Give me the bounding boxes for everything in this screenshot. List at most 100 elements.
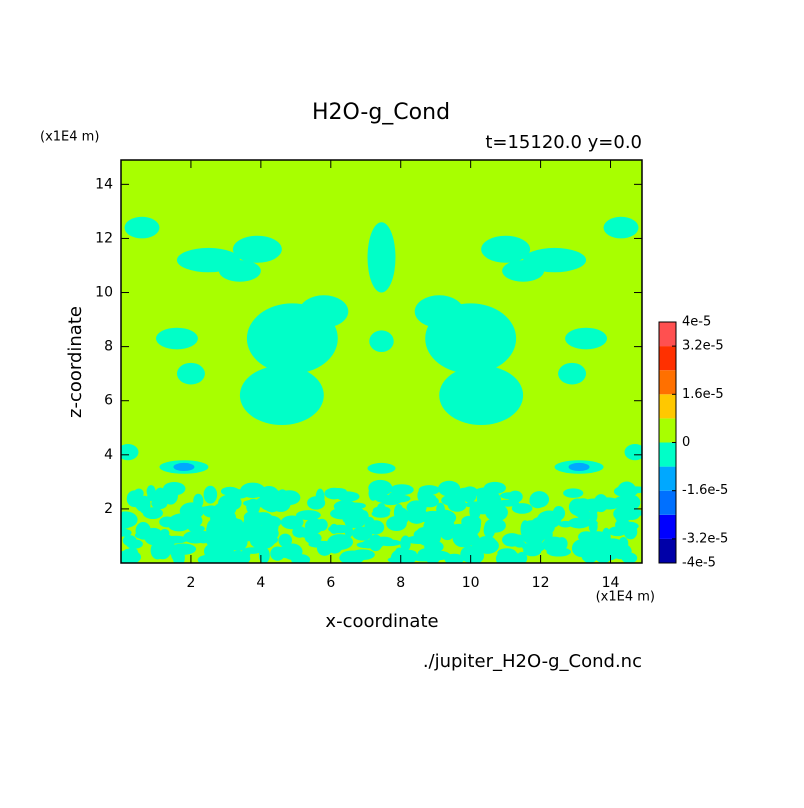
contour-region (243, 510, 263, 524)
contour-region (424, 540, 444, 553)
contour-region (397, 550, 407, 558)
contour-region (393, 503, 404, 522)
contour-region (603, 216, 639, 239)
contour-region (565, 327, 608, 350)
contour-region (155, 327, 198, 350)
contour-region (406, 506, 428, 524)
contour-region (495, 549, 520, 563)
colorbar-band (659, 346, 676, 371)
contour-region (146, 485, 156, 498)
contour-region (442, 483, 456, 496)
contour-region (121, 511, 138, 528)
contour-region (278, 533, 293, 548)
contour-region (585, 531, 611, 548)
contour-region (571, 539, 591, 558)
contour-region (542, 536, 567, 553)
contour-region (188, 525, 205, 533)
contour-region (324, 487, 344, 500)
contour-region (220, 486, 240, 496)
contour-region (240, 482, 266, 498)
x-tick-label: 6 (326, 575, 335, 591)
contour-region (465, 515, 482, 528)
contour-field (121, 160, 642, 563)
contour-region (154, 487, 167, 505)
x-unit: (x1E4 m) (596, 590, 655, 605)
contour-region (481, 235, 531, 263)
y-unit: (x1E4 m) (40, 130, 99, 145)
y-tick-label: 6 (104, 393, 113, 409)
contour-region (121, 443, 139, 461)
contour-region (439, 365, 524, 426)
contour-region (425, 550, 451, 561)
x-tick-label: 14 (602, 575, 620, 591)
contour-region (521, 543, 532, 551)
y-tick-label: 12 (95, 230, 113, 246)
contour-region (211, 507, 230, 522)
contour-region (582, 498, 606, 510)
contour-region (414, 295, 464, 328)
contour-region (296, 510, 321, 521)
contour-region (444, 553, 465, 563)
chart-title: H2O-g_Cond (312, 100, 450, 125)
colorbar-label: 4e-5 (682, 315, 711, 330)
contour-region (299, 295, 349, 328)
contour-region (342, 514, 352, 523)
contour-region (441, 494, 466, 507)
plot-frame (120, 159, 643, 564)
contour-region (464, 501, 489, 509)
contour-region (359, 529, 371, 539)
colorbar-band (659, 418, 676, 443)
colorbar-label: 1.6e-5 (682, 387, 724, 402)
contour-region (162, 481, 186, 496)
colorbar-label: -4e-5 (682, 556, 716, 571)
contour-region (170, 545, 184, 562)
colorbar-band (659, 322, 676, 347)
contour-region (124, 216, 160, 239)
contour-region (563, 488, 584, 498)
contour-region (243, 499, 265, 507)
contour-region (142, 507, 163, 520)
contour-region (511, 503, 533, 514)
y-tick-label: 14 (95, 176, 113, 192)
contour-region (280, 515, 304, 530)
contour-region (367, 222, 396, 293)
x-tick-label: 8 (396, 575, 405, 591)
y-tick-label: 4 (104, 447, 113, 463)
contour-region (270, 546, 285, 561)
contour-region (568, 462, 590, 472)
contour-region (336, 525, 347, 533)
y-tick-label: 8 (104, 339, 113, 355)
contour-region (121, 528, 132, 537)
contour-region (613, 485, 638, 498)
colorbar-band (659, 370, 676, 395)
contour-region (552, 506, 566, 521)
colorbar-band (659, 394, 676, 419)
contour-region (205, 549, 231, 563)
contour-region (258, 547, 270, 563)
contour-region (176, 362, 205, 385)
contour-region (613, 496, 629, 509)
y-axis-label: z-coordinate (65, 306, 86, 418)
contour-region (568, 517, 591, 529)
contour-region (623, 524, 638, 540)
x-tick-label: 2 (186, 575, 195, 591)
contour-region (485, 503, 508, 522)
contour-region (528, 533, 549, 541)
colorbar-label: -3.2e-5 (682, 531, 728, 546)
contour-region (121, 549, 142, 563)
contour-region (367, 462, 396, 474)
contour-region (471, 545, 483, 560)
contour-region (608, 526, 627, 537)
colorbar-label: 3.2e-5 (682, 339, 724, 354)
contour-region (282, 543, 303, 560)
contour-region (329, 523, 339, 535)
colorbar-band (659, 442, 676, 467)
contour-region (558, 362, 587, 385)
contour-region (203, 485, 218, 504)
contour-region (502, 260, 545, 282)
contour-region (423, 518, 446, 535)
contour-region (594, 546, 613, 563)
contour-region (316, 518, 328, 532)
contour-region (206, 522, 224, 538)
